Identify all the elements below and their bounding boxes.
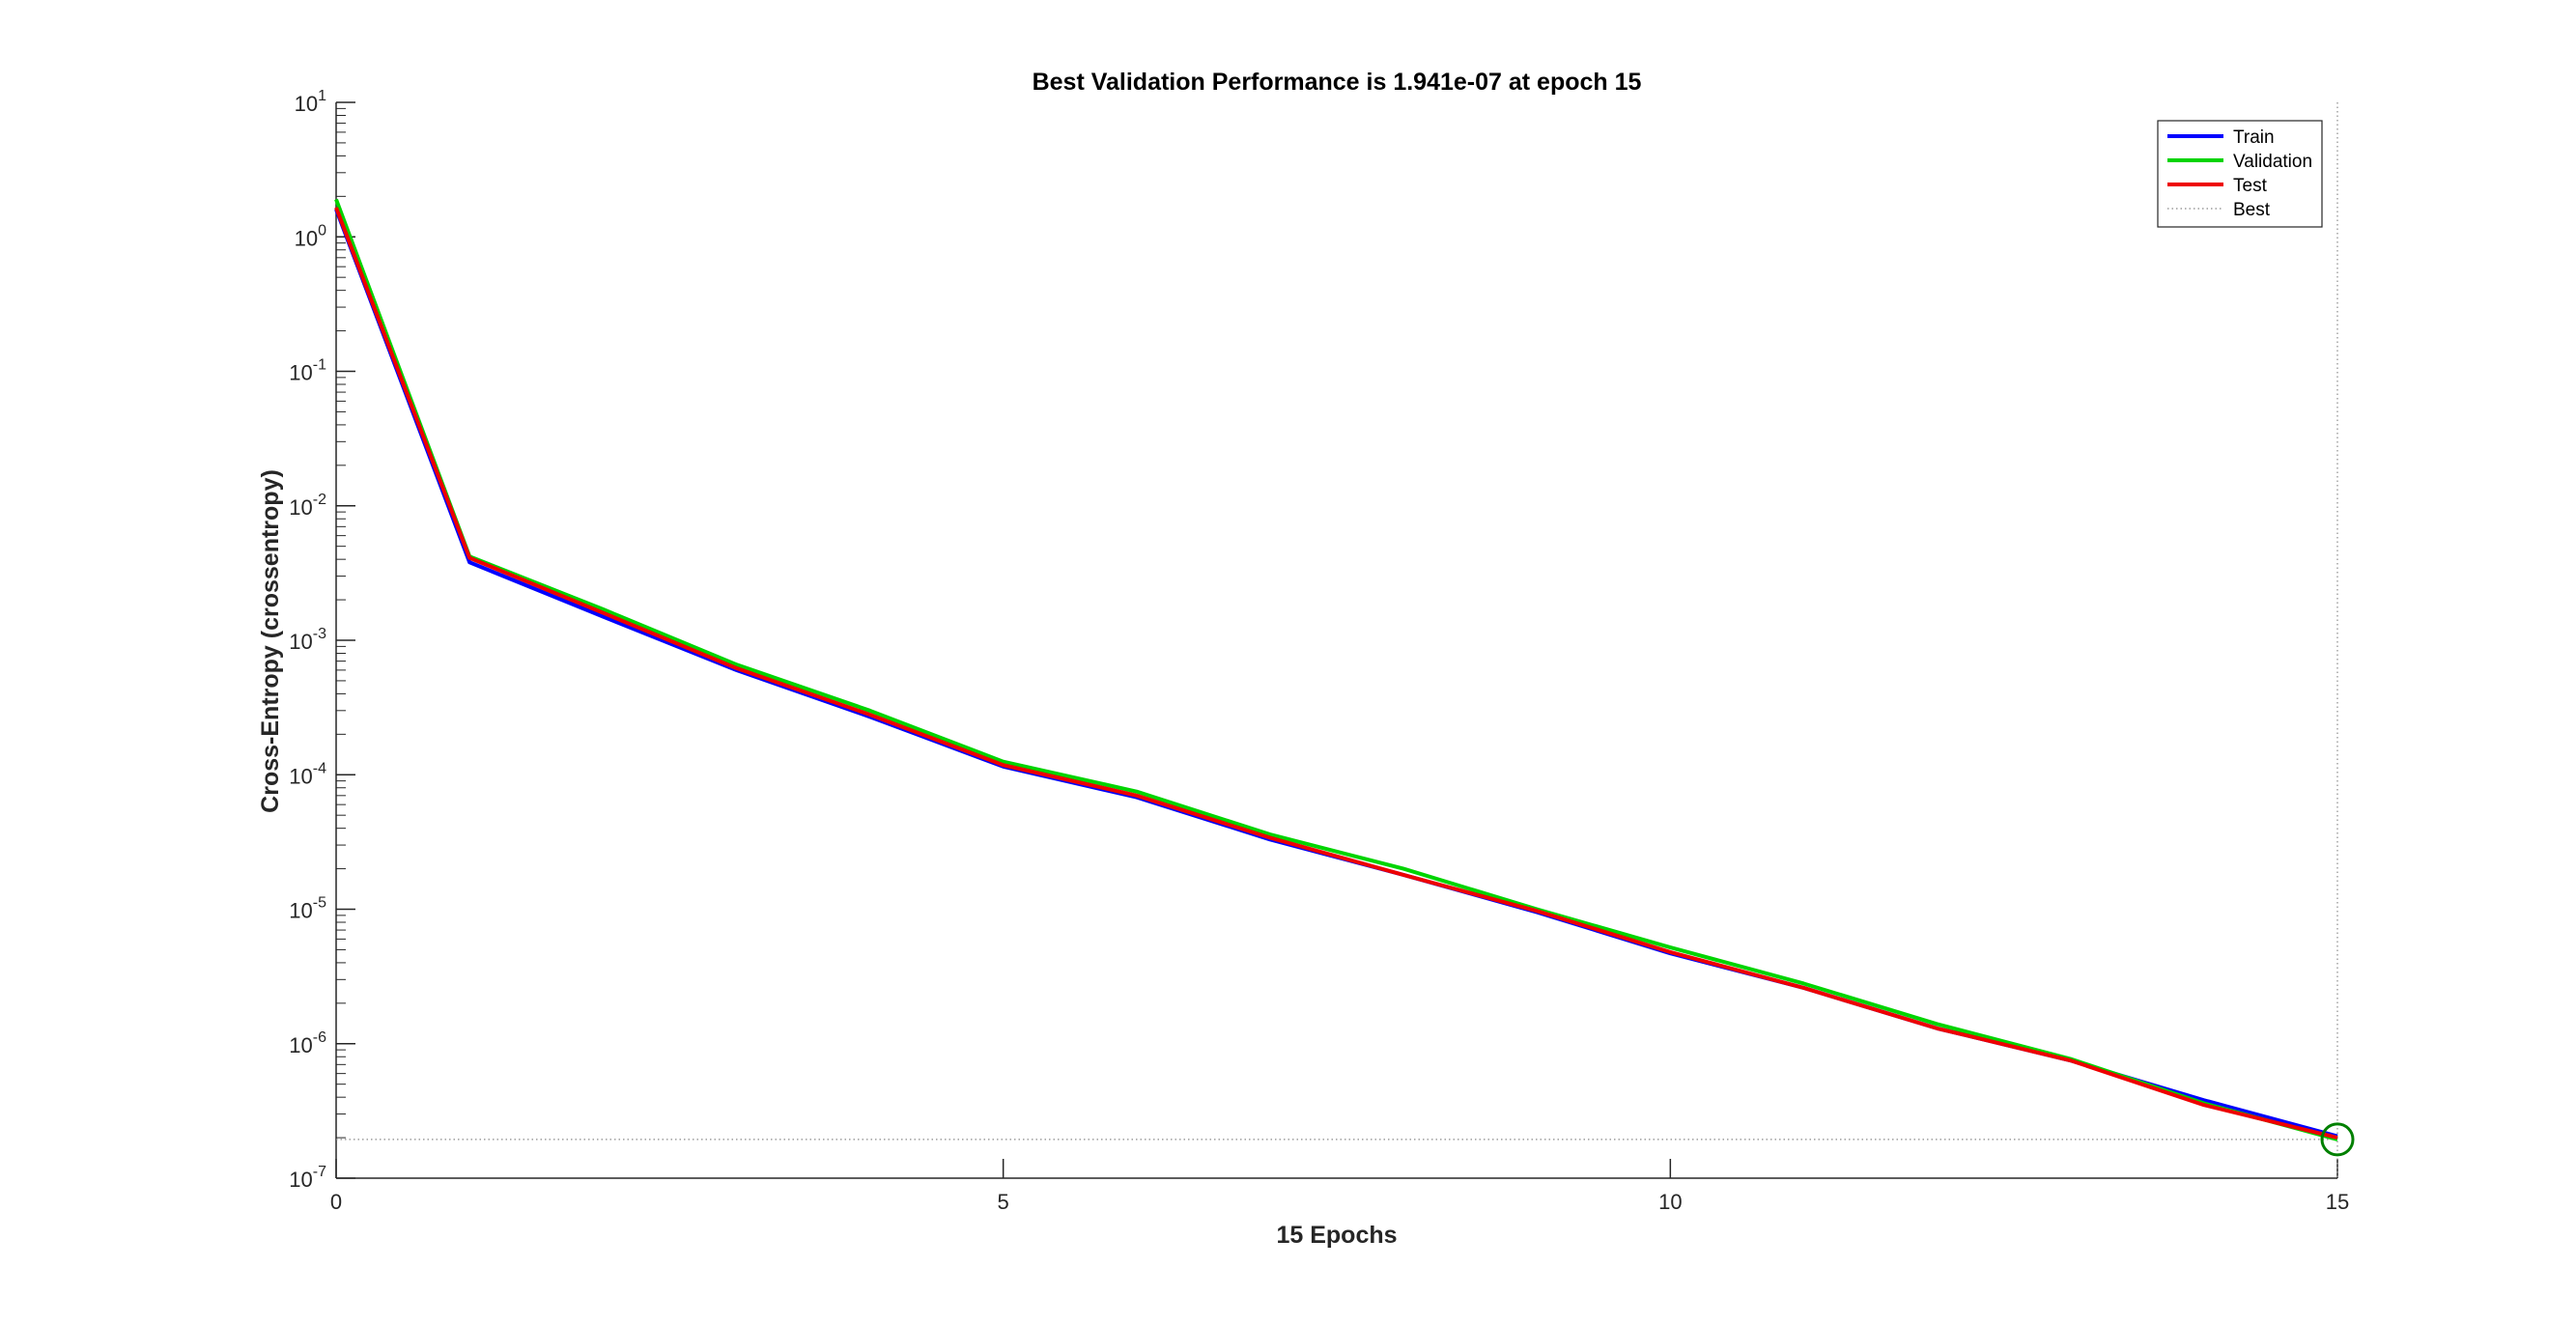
- chart-title: Best Validation Performance is 1.941e-07…: [1033, 69, 1642, 96]
- x-tick-label: 5: [998, 1190, 1009, 1214]
- x-tick-label: 10: [1658, 1190, 1682, 1214]
- series-line-validation: [334, 198, 2338, 1141]
- plot-lines: [334, 198, 2338, 1141]
- series-line-test: [334, 207, 2338, 1141]
- legend-label-validation: Validation: [2233, 152, 2312, 172]
- y-tick-label: 10-4: [289, 760, 326, 788]
- legend-box: [2157, 120, 2323, 228]
- best-marker: [2320, 1122, 2355, 1157]
- y-tick-label: 10-2: [289, 492, 326, 520]
- y-tick-label: 10-1: [289, 357, 326, 385]
- y-tick-label: 101: [295, 88, 326, 116]
- y-tick-label: 100: [295, 222, 326, 250]
- y-tick-label: 10-5: [289, 895, 326, 923]
- x-axis-label: 15 Epochs: [1276, 1222, 1397, 1249]
- legend: Train Validation Test Best: [2157, 120, 2323, 228]
- y-tick-label: 10-6: [289, 1029, 326, 1057]
- legend-label-test: Test: [2233, 176, 2268, 196]
- best-marker-group: [2320, 1122, 2355, 1157]
- y-tick-label: 10-7: [289, 1164, 326, 1192]
- x-tick-label: 15: [2326, 1190, 2349, 1214]
- y-tick-label: 10-3: [289, 626, 326, 654]
- axes: 0 5 10 15 101 100 10-1 10-2 10-3 10-4 10-5 10-6 10-7: [289, 88, 2349, 1214]
- x-tick-label: 0: [330, 1190, 342, 1214]
- legend-label-train: Train: [2233, 127, 2275, 148]
- legend-label-best: Best: [2233, 200, 2271, 220]
- y-axis-label: Cross-Entropy (crossentropy): [257, 469, 284, 813]
